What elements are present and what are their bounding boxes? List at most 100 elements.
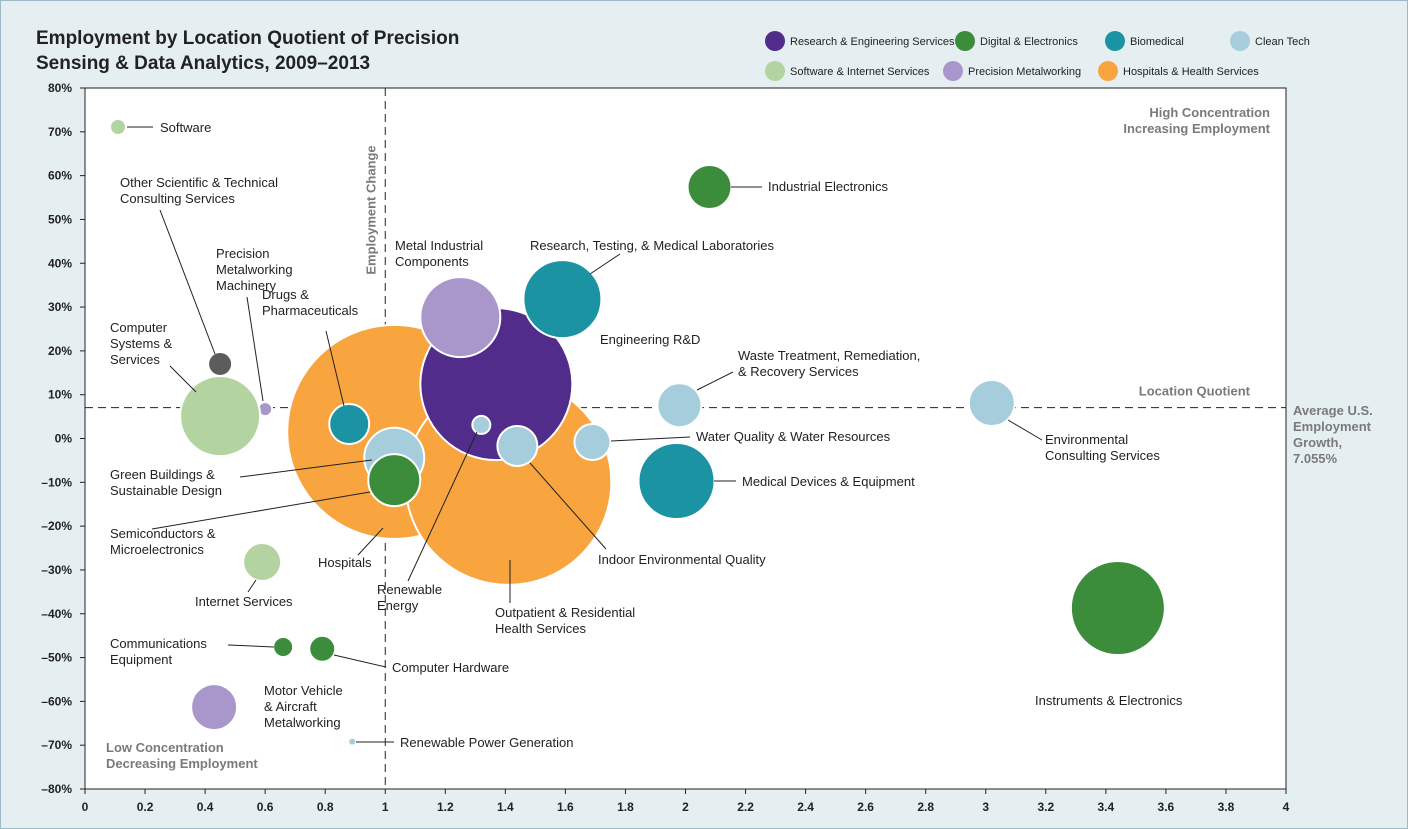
y-tick-label: –10%: [41, 475, 72, 489]
bubble-label: Health Services: [495, 621, 587, 636]
bubble-label: Motor Vehicle: [264, 683, 343, 698]
x-tick-label: 0.4: [197, 800, 214, 814]
x-tick-label: 3.4: [1098, 800, 1115, 814]
annotation: 7.055%: [1293, 451, 1338, 466]
bubble: [637, 441, 716, 520]
bubble-label: Instruments & Electronics: [1035, 693, 1183, 708]
leader-line: [246, 296, 264, 402]
bubble-label: Renewable Power Generation: [400, 735, 573, 750]
annotation: Decreasing Employment: [106, 756, 258, 771]
bubble: [242, 542, 283, 583]
bubble-label: Components: [395, 254, 469, 269]
bubble-label: Industrial Electronics: [768, 179, 888, 194]
leader-line: [407, 431, 478, 582]
bubble-label: Renewable: [377, 582, 442, 597]
bubble: [1069, 560, 1166, 657]
bubble: [656, 382, 703, 429]
bubble-label: Systems &: [110, 336, 172, 351]
y-tick-label: –30%: [41, 563, 72, 577]
leader-line: [696, 371, 734, 391]
leader-line: [529, 462, 607, 550]
bubble: [207, 351, 234, 378]
bubble-label: Machinery: [216, 278, 276, 293]
y-tick-label: –70%: [41, 738, 72, 752]
x-tick-label: 1.8: [617, 800, 634, 814]
x-tick-label: 3.8: [1218, 800, 1235, 814]
bubble-label: Green Buildings &: [110, 467, 215, 482]
y-tick-label: –20%: [41, 519, 72, 533]
annotation: Increasing Employment: [1123, 121, 1270, 136]
x-tick-label: 1: [382, 800, 389, 814]
legend-label: Biomedical: [1130, 36, 1184, 48]
legend-swatch: [765, 61, 785, 81]
y-tick-label: –60%: [41, 694, 72, 708]
legend-label: Hospitals & Health Services: [1123, 66, 1259, 78]
bubble: [967, 379, 1016, 428]
y-tick-label: 40%: [48, 256, 72, 270]
annotation: Low Concentration: [106, 740, 224, 755]
x-tick-label: 2.6: [857, 800, 874, 814]
bubble: [522, 259, 603, 340]
legend-swatch: [955, 31, 975, 51]
legend-swatch: [1230, 31, 1250, 51]
bubble-label: Medical Devices & Equipment: [742, 474, 915, 489]
bubble-label: Semiconductors &: [110, 526, 216, 541]
x-tick-label: 0: [82, 800, 89, 814]
y-tick-label: 30%: [48, 300, 72, 314]
bubble-label: Indoor Environmental Quality: [598, 552, 766, 567]
x-tick-label: 1.2: [437, 800, 454, 814]
bubble-label: Computer: [110, 320, 168, 335]
bubble-label: Precision: [216, 246, 269, 261]
bubble: [190, 683, 239, 732]
bubble-label: Water Quality & Water Resources: [696, 429, 891, 444]
y-tick-label: –40%: [41, 607, 72, 621]
y-tick-label: 70%: [48, 125, 72, 139]
legend-label: Digital & Electronics: [980, 36, 1078, 48]
y-tick-label: 80%: [48, 81, 72, 95]
x-tick-label: 2.8: [917, 800, 934, 814]
bubble: [496, 424, 539, 467]
x-tick-label: 0.8: [317, 800, 334, 814]
x-tick-label: 4: [1283, 800, 1290, 814]
bubble-label: Hospitals: [318, 555, 372, 570]
bubble: [471, 414, 492, 435]
bubble-label: Pharmaceuticals: [262, 303, 359, 318]
y-tick-label: 50%: [48, 212, 72, 226]
plot-area: [84, 87, 1287, 790]
y-tick-label: 0%: [55, 432, 73, 446]
x-tick-label: 1.4: [497, 800, 514, 814]
bubble-label: Waste Treatment, Remediation,: [738, 348, 920, 363]
bubble-label: Metalworking: [216, 262, 293, 277]
bubble-label: Metalworking: [264, 715, 341, 730]
x-tick-label: 3.2: [1037, 800, 1054, 814]
x-tick-label: 0.6: [257, 800, 274, 814]
bubble-label: Consulting Services: [120, 191, 235, 206]
bubble: [109, 117, 128, 136]
leader-line: [169, 365, 197, 393]
leader-line: [239, 459, 373, 478]
legend-swatch: [1105, 31, 1125, 51]
legend-label: Precision Metalworking: [968, 66, 1081, 78]
leader-line: [325, 330, 345, 407]
bubble: [419, 276, 502, 359]
bubble-label: & Recovery Services: [738, 364, 859, 379]
chart-title: Employment by Location Quotient of Preci…: [36, 28, 459, 49]
chart-title: Sensing & Data Analytics, 2009–2013: [36, 53, 370, 74]
leader-line: [151, 491, 371, 530]
bubble: [328, 403, 371, 446]
annotation: Growth,: [1293, 435, 1342, 450]
bubble: [308, 634, 337, 663]
bubble-label: Metal Industrial: [395, 238, 483, 253]
leader-line: [247, 579, 257, 593]
legend-label: Software & Internet Services: [790, 66, 930, 78]
bubble-label: Drugs &: [262, 287, 309, 302]
reference-label: Employment Change: [363, 145, 378, 274]
bubble-label: Microelectronics: [110, 542, 204, 557]
leader-line: [1007, 419, 1043, 441]
y-tick-label: –50%: [41, 651, 72, 665]
legend-label: Clean Tech: [1255, 36, 1310, 48]
y-tick-label: 60%: [48, 169, 72, 183]
bubble: [272, 636, 295, 659]
leader-line: [610, 436, 691, 442]
leader-line: [357, 527, 384, 556]
